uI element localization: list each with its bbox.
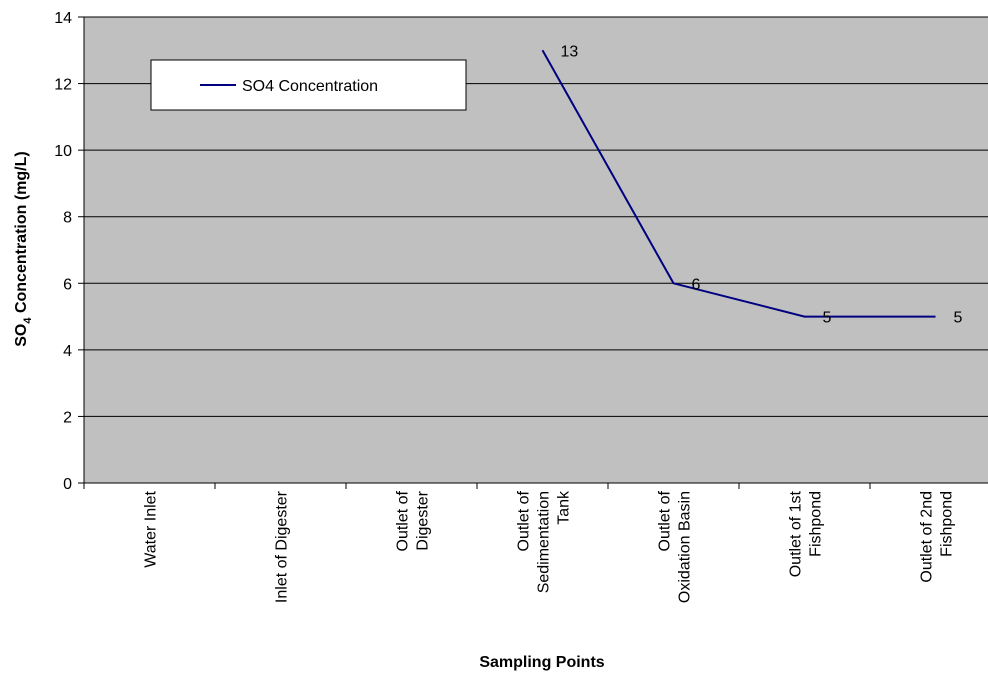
y-tick-label: 0 <box>63 476 72 493</box>
y-tick-label: 8 <box>63 210 72 227</box>
y-tick-label: 6 <box>63 276 72 293</box>
data-value-label: 6 <box>692 276 701 293</box>
x-category-label: Inlet of Digester <box>274 490 291 603</box>
y-tick-label: 2 <box>63 409 72 426</box>
x-axis-title: Sampling Points <box>479 654 604 671</box>
y-tick-label: 12 <box>54 77 72 94</box>
legend-label: SO4 Concentration <box>242 78 378 95</box>
data-value-label: 13 <box>561 43 579 60</box>
y-tick-label: 10 <box>54 143 72 160</box>
x-category-label: Water Inlet <box>143 490 160 567</box>
x-category-label: Outlet of <box>657 490 674 551</box>
x-category-label: Outlet of 1st <box>788 490 805 577</box>
y-axis-title-main: SO <box>13 324 30 347</box>
x-category-label: Digester <box>415 490 432 550</box>
data-value-label: 5 <box>954 310 963 327</box>
x-category-label: Outlet of 2nd <box>919 491 936 583</box>
x-category-label: Tank <box>556 490 573 525</box>
x-category-label: Outlet of <box>395 490 412 551</box>
x-category-label: Fishpond <box>808 491 825 557</box>
x-category-label: Oxidation Basin <box>677 491 694 603</box>
x-category-label: Fishpond <box>939 491 956 557</box>
y-axis-title-rest: Concentration (mg/L) <box>13 151 30 317</box>
y-tick-label: 4 <box>63 343 72 360</box>
y-tick-label: 14 <box>54 10 72 27</box>
data-value-label: 5 <box>823 310 832 327</box>
legend: SO4 Concentration <box>151 60 466 110</box>
x-category-label: Sedimentation <box>536 491 553 593</box>
x-category-label: Outlet of <box>516 490 533 551</box>
y-axis-title: SO4 Concentration (mg/L) <box>13 151 34 346</box>
